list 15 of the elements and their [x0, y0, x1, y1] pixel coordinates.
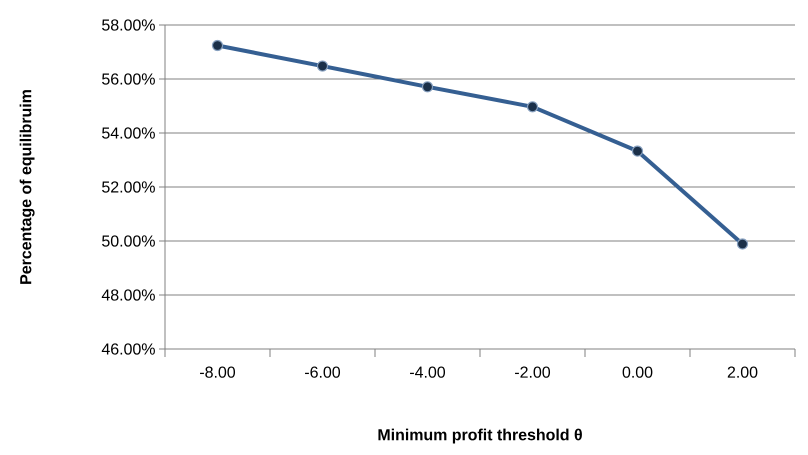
x-tick-label: -4.00	[410, 366, 446, 378]
x-tick-label: 0.00	[622, 366, 652, 378]
y-axis-title: Percentage of equilibruim	[20, 90, 35, 284]
y-tick-label: 50.00%	[102, 235, 155, 247]
x-tick-label: -8.00	[200, 366, 236, 378]
y-tick-label: 46.00%	[102, 343, 155, 355]
y-tick-label: 48.00%	[102, 289, 155, 301]
y-tick-label: 56.00%	[102, 73, 155, 85]
y-tick-label: 58.00%	[102, 19, 155, 31]
x-axis-title: Minimum profit threshold θ	[378, 428, 582, 444]
x-tick-label: 2.00	[728, 366, 758, 378]
x-tick-label: -6.00	[305, 366, 340, 378]
x-tick-label: -2.00	[515, 366, 550, 378]
y-tick-label: 54.00%	[102, 127, 155, 139]
y-tick-label: 52.00%	[102, 181, 155, 193]
